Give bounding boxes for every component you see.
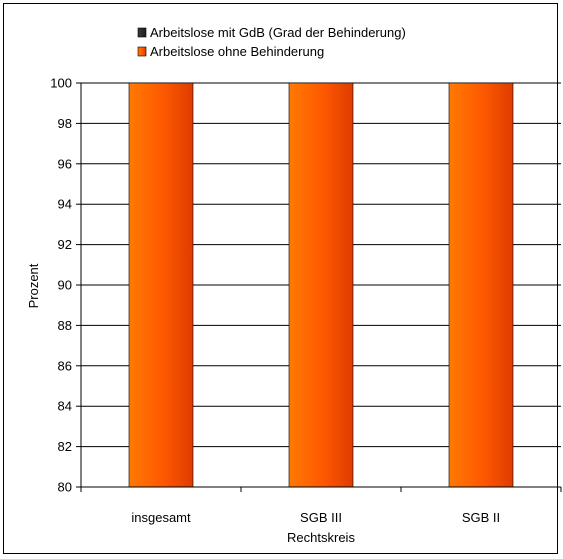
legend-swatch bbox=[137, 27, 147, 38]
legend-label: Arbeitslose mit GdB (Grad der Behinderun… bbox=[150, 25, 406, 40]
bar-segment bbox=[288, 82, 354, 488]
y-axis-title: Prozent bbox=[26, 263, 41, 308]
x-tick-label: SGB III bbox=[300, 510, 342, 525]
x-tick-label: SGB II bbox=[462, 510, 500, 525]
y-tick-label: 94 bbox=[58, 197, 72, 212]
y-tick-label: 92 bbox=[58, 237, 72, 252]
tick-labels: 80 82 84 86 88 90 92 94 96 98 100 insgesamt SGB III S… bbox=[50, 76, 500, 526]
y-tick-label: 82 bbox=[58, 439, 72, 454]
legend-swatch bbox=[137, 46, 147, 57]
y-tick-label: 98 bbox=[58, 116, 72, 131]
y-tick-label: 90 bbox=[58, 278, 72, 293]
bars bbox=[128, 82, 514, 488]
x-tick-label: insgesamt bbox=[131, 510, 191, 525]
y-tick-label: 96 bbox=[58, 156, 72, 171]
y-tick-label: 100 bbox=[50, 76, 72, 91]
x-axis-title: Rechtskreis bbox=[287, 530, 355, 545]
legend-label: Arbeitslose ohne Behinderung bbox=[150, 44, 324, 59]
legend: Arbeitslose mit GdB (Grad der Behinderun… bbox=[137, 25, 406, 59]
y-tick-label: 80 bbox=[58, 480, 72, 495]
axes bbox=[76, 82, 562, 492]
bar-segment bbox=[448, 82, 514, 488]
y-tick-label: 86 bbox=[58, 358, 72, 373]
y-tick-label: 88 bbox=[58, 318, 72, 333]
bar-segment bbox=[128, 82, 194, 488]
y-tick-label: 84 bbox=[58, 399, 72, 414]
